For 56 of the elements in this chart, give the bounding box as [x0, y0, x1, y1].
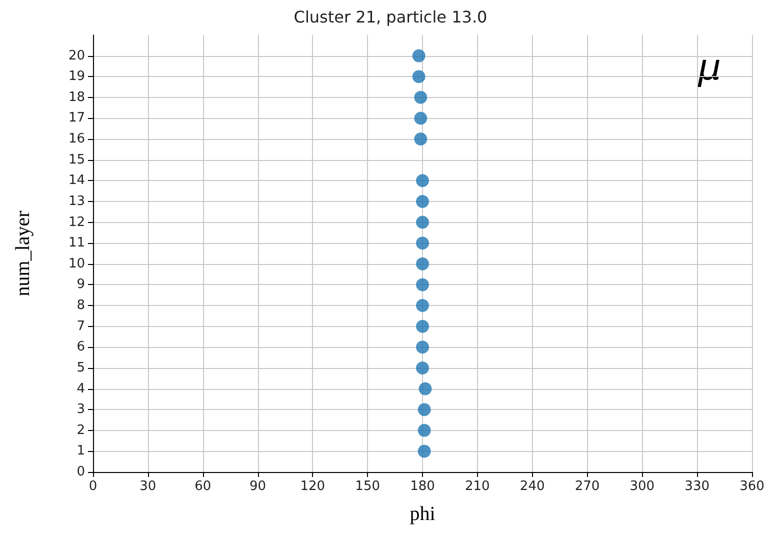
point: [416, 320, 429, 333]
point: [412, 70, 426, 84]
y-tick-label: 18: [68, 90, 85, 105]
point: [412, 49, 426, 62]
y-tick-label: 19: [68, 69, 85, 84]
y-tick-label: 2: [76, 422, 85, 438]
x-tick-label: 210: [465, 479, 490, 494]
point: [416, 236, 429, 250]
x-tick-label: 300: [630, 479, 655, 494]
point: [418, 424, 431, 437]
y-tick-label: 4: [76, 381, 85, 396]
y-tick-label: 3: [76, 402, 85, 418]
x-tick-label: 330: [684, 479, 710, 494]
x-tick-label: 360: [740, 479, 764, 494]
point: [414, 112, 428, 125]
y-tick-label: 8: [76, 298, 85, 314]
point: [416, 278, 429, 292]
y-tick-label: 14: [68, 173, 85, 188]
point: [418, 403, 431, 416]
point: [414, 90, 428, 104]
x-tick-label: 270: [574, 479, 600, 494]
y-tick-label: 20: [68, 48, 85, 64]
y-tick-label: 12: [68, 214, 85, 230]
point: [416, 299, 429, 312]
y-tick-label: 10: [68, 256, 85, 272]
y-tick-label: 5: [76, 360, 85, 376]
x-tick-label: 150: [355, 479, 380, 494]
x-tick-label: 60: [194, 479, 212, 494]
x-tick-label: 120: [300, 479, 326, 494]
x-tick-label: 30: [140, 479, 156, 494]
y-tick-label: 6: [76, 340, 85, 355]
y-tick-label: 13: [68, 194, 85, 209]
x-tick-label: 240: [520, 479, 545, 494]
point: [416, 194, 429, 208]
y-tick-label: 17: [68, 110, 85, 126]
x-tick-label: 90: [249, 479, 266, 494]
point: [418, 382, 432, 396]
y-axis-title: num_layer: [12, 210, 34, 296]
point: [418, 444, 431, 458]
x-axis-title: phi: [410, 503, 436, 525]
y-tick-label: 7: [76, 318, 85, 334]
point: [416, 340, 429, 354]
y-tick-label: 1: [76, 444, 85, 459]
point: [416, 174, 429, 188]
x-tick-label: 0: [88, 479, 98, 494]
y-tick-label: 16: [68, 132, 85, 147]
y-tick-label: 15: [68, 152, 85, 168]
y-tick-label: 11: [68, 236, 85, 251]
point: [414, 132, 428, 146]
x-tick-label: 180: [410, 479, 435, 494]
chart-title: Cluster 21, particle 13.0: [294, 8, 488, 26]
point: [416, 257, 429, 270]
y-tick-label: 0: [76, 464, 85, 480]
point: [416, 361, 429, 374]
y-tick-label: 9: [76, 277, 85, 292]
point: [416, 216, 429, 229]
